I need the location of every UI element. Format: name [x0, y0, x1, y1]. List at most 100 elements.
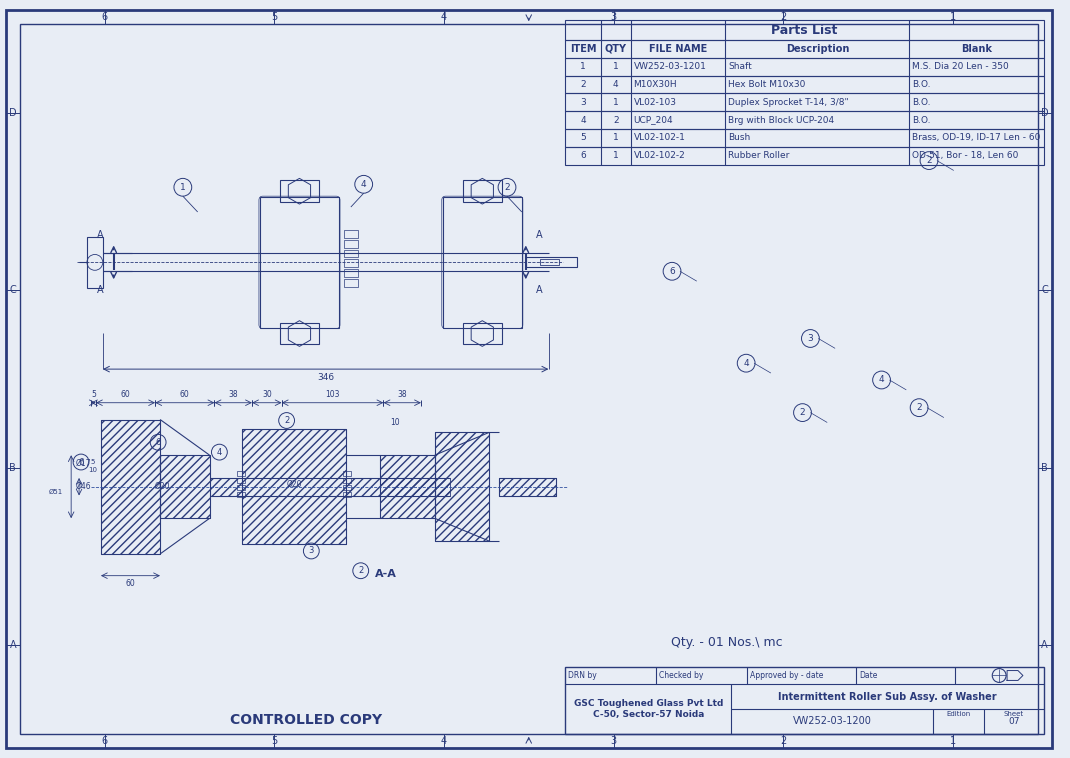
Text: 60: 60 [121, 390, 131, 399]
Text: 30: 30 [262, 390, 272, 399]
Bar [381, 455, 434, 518]
Text: Brass, OD-19, ID-17 Len - 60: Brass, OD-19, ID-17 Len - 60 [913, 133, 1041, 143]
Text: 38: 38 [397, 390, 407, 399]
Text: VL02-102-2: VL02-102-2 [633, 151, 685, 160]
Bar [242, 496, 346, 544]
Bar [525, 258, 577, 268]
Text: QTY: QTY [605, 44, 627, 54]
Text: Bush: Bush [729, 133, 751, 143]
Bar [565, 58, 1043, 76]
Text: D: D [1041, 108, 1049, 118]
Text: A-A: A-A [374, 568, 396, 578]
Text: 2: 2 [284, 416, 289, 425]
Text: Brg with Block UCP-204: Brg with Block UCP-204 [729, 115, 835, 124]
Text: A: A [536, 285, 542, 295]
Bar [565, 93, 1043, 111]
Bar [343, 249, 357, 258]
Text: ITEM: ITEM [570, 44, 596, 54]
Text: 6: 6 [78, 458, 83, 466]
Text: B: B [10, 462, 16, 473]
Bar [87, 236, 103, 288]
Text: Edition: Edition [947, 711, 970, 717]
Text: 3: 3 [808, 334, 813, 343]
Bar [242, 429, 346, 544]
Bar [343, 230, 357, 238]
Text: 3: 3 [580, 98, 586, 107]
Text: Description: Description [785, 44, 849, 54]
Bar [238, 492, 245, 496]
Text: A: A [96, 285, 103, 295]
Text: C: C [10, 285, 16, 296]
Bar [343, 471, 351, 476]
Text: FILE NAME: FILE NAME [648, 44, 707, 54]
Text: Intermittent Roller Sub Assy. of Washer: Intermittent Roller Sub Assy. of Washer [778, 692, 997, 702]
Bar [565, 40, 1043, 58]
Text: 60: 60 [125, 579, 135, 588]
Text: Ø51: Ø51 [49, 489, 63, 495]
Text: 5: 5 [580, 133, 586, 143]
Text: CONTROLLED COPY: CONTROLLED COPY [230, 713, 382, 727]
Bar [539, 259, 560, 265]
Bar [260, 197, 339, 327]
Text: Shaft: Shaft [729, 62, 752, 71]
Text: VW252-03-1201: VW252-03-1201 [633, 62, 706, 71]
Text: Blank: Blank [961, 44, 992, 54]
Text: Duplex Sprocket T-14, 3/8": Duplex Sprocket T-14, 3/8" [729, 98, 849, 107]
Bar [343, 269, 357, 277]
Bar [565, 147, 1043, 164]
Text: 3: 3 [611, 736, 616, 746]
Text: A: A [10, 640, 16, 650]
Text: 3: 3 [308, 547, 314, 556]
Text: DRN by: DRN by [568, 671, 597, 680]
Text: VW252-03-1200: VW252-03-1200 [793, 716, 872, 726]
Text: B.O.: B.O. [913, 115, 931, 124]
Text: 4: 4 [878, 375, 885, 384]
Text: 5: 5 [91, 459, 95, 465]
Text: C: C [1041, 285, 1048, 296]
Text: Rubber Roller: Rubber Roller [729, 151, 790, 160]
Bar [462, 323, 502, 344]
Bar [443, 197, 522, 327]
Text: 346: 346 [317, 372, 334, 381]
Text: 2: 2 [799, 408, 806, 417]
Bar [434, 432, 489, 541]
Text: 4: 4 [613, 80, 618, 89]
Bar [462, 180, 502, 202]
Text: UCP_204: UCP_204 [633, 115, 673, 124]
Text: M10X30H: M10X30H [633, 80, 677, 89]
Bar [210, 478, 449, 496]
Text: 2: 2 [504, 183, 509, 192]
Bar [343, 478, 351, 483]
Text: 4: 4 [441, 736, 447, 746]
Text: 103: 103 [325, 390, 340, 399]
Bar [343, 279, 357, 287]
Text: 6: 6 [155, 438, 160, 446]
Text: 1: 1 [580, 62, 586, 71]
Text: 6: 6 [580, 151, 586, 160]
Text: 2: 2 [927, 156, 932, 165]
Bar [160, 455, 210, 518]
Bar [343, 259, 357, 268]
Bar [343, 240, 357, 248]
Text: 10: 10 [391, 418, 400, 427]
Bar [242, 429, 346, 478]
Text: Sheet: Sheet [1004, 711, 1024, 717]
Text: 07: 07 [1008, 717, 1020, 726]
Text: Ø20: Ø20 [287, 481, 302, 489]
Text: B.O.: B.O. [913, 98, 931, 107]
Text: D: D [9, 108, 17, 118]
Text: 1: 1 [950, 12, 956, 22]
Text: Date: Date [859, 671, 877, 680]
Text: 2: 2 [780, 736, 786, 746]
Text: M.S. Dia 20 Len - 350: M.S. Dia 20 Len - 350 [913, 62, 1009, 71]
Text: 6: 6 [102, 12, 108, 22]
Text: 2: 2 [780, 12, 786, 22]
Bar [279, 180, 319, 202]
Bar [565, 111, 1043, 129]
Text: 1: 1 [613, 62, 618, 71]
Text: GSC Toughened Glass Pvt Ltd
C-50, Sector-57 Noida: GSC Toughened Glass Pvt Ltd C-50, Sector… [574, 700, 723, 719]
Bar [381, 455, 434, 518]
Text: 1: 1 [613, 98, 618, 107]
Text: 60: 60 [180, 390, 189, 399]
Text: B.O.: B.O. [913, 80, 931, 89]
